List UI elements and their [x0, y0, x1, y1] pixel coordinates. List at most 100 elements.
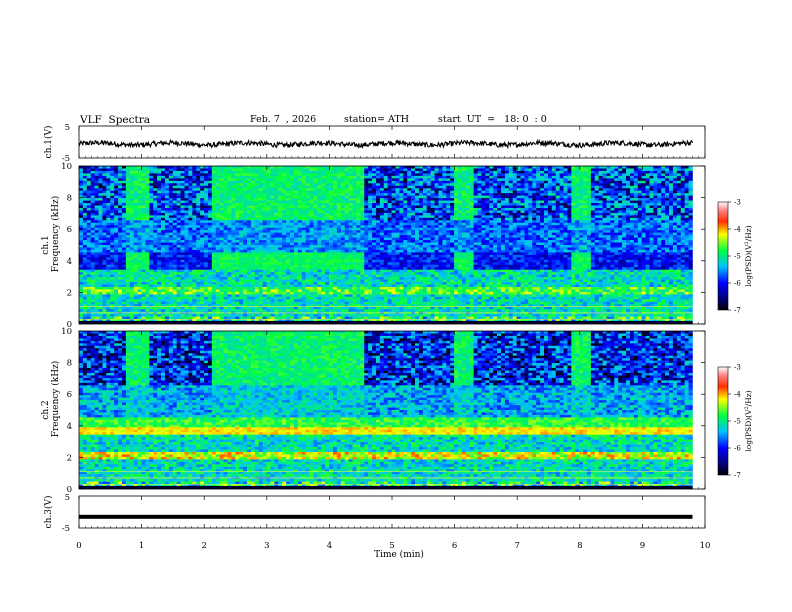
spectrogram-cell: [114, 215, 118, 218]
spectrogram-cell: [227, 280, 231, 283]
spectrogram-cell: [243, 176, 247, 179]
spectrogram-cell: [216, 314, 220, 317]
spectrogram-cell: [165, 218, 169, 221]
spectrogram-cell: [126, 223, 130, 226]
spectrogram-cell: [247, 238, 251, 241]
spectrogram-cell: [243, 267, 247, 270]
spectrogram-cell: [259, 206, 263, 209]
spectrogram-cell: [157, 260, 161, 263]
spectrogram-cell: [134, 282, 138, 285]
spectrogram-cell: [208, 173, 212, 176]
spectrogram-cell: [118, 186, 122, 189]
spectrogram-cell: [220, 260, 224, 263]
spectrogram-cell: [130, 188, 134, 191]
spectrogram-cell: [235, 225, 239, 228]
spectrogram-cell: [231, 186, 235, 189]
spectrogram-cell: [255, 262, 259, 265]
spectrogram-cell: [145, 282, 149, 285]
spectrogram-cell: [188, 166, 192, 169]
spectrogram-cell: [267, 240, 271, 243]
spectrogram-cell: [243, 168, 247, 171]
spectrogram-cell: [169, 270, 173, 273]
spectrogram-cell: [255, 210, 259, 213]
spectrogram-cell: [263, 280, 267, 283]
spectrogram-cell: [95, 255, 99, 258]
spectrogram-cell: [231, 201, 235, 204]
spectrogram-cell: [102, 171, 106, 174]
spectrogram-cell: [224, 294, 228, 297]
spectrogram-cell: [255, 193, 259, 196]
spectrogram-cell: [87, 275, 91, 278]
spectrogram-cell: [110, 223, 114, 226]
spectrogram-cell: [220, 215, 224, 218]
spectrogram-cell: [149, 173, 153, 176]
spectrogram-cell: [99, 188, 103, 191]
spectrogram-cell: [106, 176, 110, 179]
spectrogram-cell: [114, 206, 118, 209]
spectrogram-cell: [259, 287, 263, 290]
spectrogram-cell: [99, 277, 103, 280]
spectrogram-cell: [142, 252, 146, 255]
spectrogram-cell: [122, 218, 126, 221]
spectrogram-cell: [102, 223, 106, 226]
spectrogram-cell: [106, 280, 110, 283]
spectrogram-cell: [110, 218, 114, 221]
spectrogram-cell: [274, 240, 278, 243]
spectrogram-cell: [106, 183, 110, 186]
spectrogram-cell: [95, 292, 99, 295]
spectrogram-cell: [91, 201, 95, 204]
spectrogram-cell: [224, 223, 228, 226]
spectrogram-cell: [251, 188, 255, 191]
spectrogram-cell: [181, 292, 185, 295]
spectrogram-cell: [83, 270, 87, 273]
spectrogram-cell: [251, 168, 255, 171]
spectrogram-cell: [192, 230, 196, 233]
spectrogram-cell: [142, 255, 146, 258]
spectrogram-cell: [169, 183, 173, 186]
spectrogram-cell: [142, 260, 146, 263]
spectrogram-cell: [274, 309, 278, 312]
spectrogram-cell: [224, 225, 228, 228]
spectrogram-cell: [157, 275, 161, 278]
spectrogram-cell: [204, 317, 208, 320]
spectrogram-cell: [224, 309, 228, 312]
spectrogram-cell: [196, 203, 200, 206]
spectrogram-cell: [185, 317, 189, 320]
spectrogram-cell: [255, 270, 259, 273]
spectrogram-cell: [169, 178, 173, 181]
spectrogram-cell: [251, 280, 255, 283]
spectrogram-cell: [99, 196, 103, 199]
spectrogram-cell: [255, 176, 259, 179]
ch1-waveform-ylabel: ch.1(V): [43, 126, 54, 159]
spectrogram-cell: [169, 292, 173, 295]
spectrogram-cell: [185, 285, 189, 288]
spectrogram-cell: [224, 178, 228, 181]
spectrogram-cell: [188, 173, 192, 176]
spectrogram-cell: [239, 188, 243, 191]
spectrogram-cell: [216, 173, 220, 176]
spectrogram-cell: [169, 317, 173, 320]
spectrogram-cell: [157, 206, 161, 209]
spectrogram-cell: [243, 220, 247, 223]
spectrogram-cell: [181, 176, 185, 179]
spectrogram-cell: [200, 314, 204, 317]
spectrogram-cell: [274, 277, 278, 280]
spectrogram-cell: [220, 225, 224, 228]
spectrogram-cell: [267, 191, 271, 194]
spectrogram-cell: [235, 265, 239, 268]
spectrogram-cell: [204, 215, 208, 218]
spectrogram-cell: [95, 223, 99, 226]
spectrogram-cell: [267, 206, 271, 209]
spectrogram-cell: [79, 252, 83, 255]
spectrogram-cell: [134, 206, 138, 209]
spectrogram-cell: [243, 181, 247, 184]
spectrogram-cell: [118, 282, 122, 285]
spectrogram-cell: [110, 250, 114, 253]
spectrogram-cell: [274, 193, 278, 196]
spectrogram-cell: [106, 285, 110, 288]
spectrogram-cell: [185, 302, 189, 305]
spectrogram-cell: [149, 245, 153, 248]
spectrogram-cell: [255, 218, 259, 221]
spectrogram-cell: [204, 235, 208, 238]
spectrogram-cell: [231, 166, 235, 169]
